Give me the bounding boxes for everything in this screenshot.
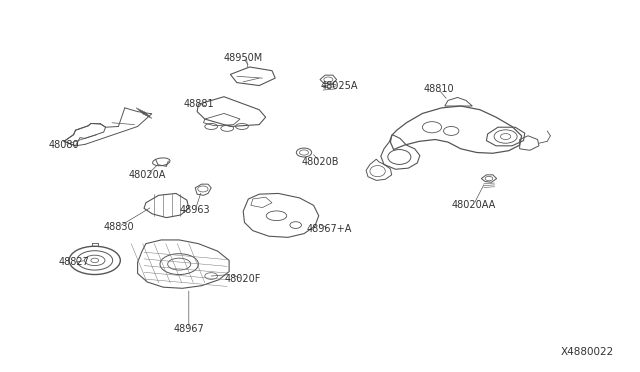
Text: 48025A: 48025A — [321, 81, 358, 90]
Text: 48020F: 48020F — [225, 274, 261, 284]
Text: 48827: 48827 — [58, 257, 89, 267]
Text: 48020AA: 48020AA — [451, 200, 496, 209]
Text: 48020B: 48020B — [301, 157, 339, 167]
Text: 48810: 48810 — [423, 84, 454, 94]
Text: 48967: 48967 — [173, 324, 204, 334]
Text: 48830: 48830 — [103, 222, 134, 232]
Text: 48950M: 48950M — [223, 53, 263, 62]
Text: X4880022: X4880022 — [561, 347, 614, 357]
Text: 48020A: 48020A — [129, 170, 166, 180]
Text: 48080: 48080 — [49, 140, 79, 150]
Text: 48967+A: 48967+A — [307, 224, 352, 234]
Text: 48963: 48963 — [180, 205, 211, 215]
Text: 48881: 48881 — [183, 99, 214, 109]
